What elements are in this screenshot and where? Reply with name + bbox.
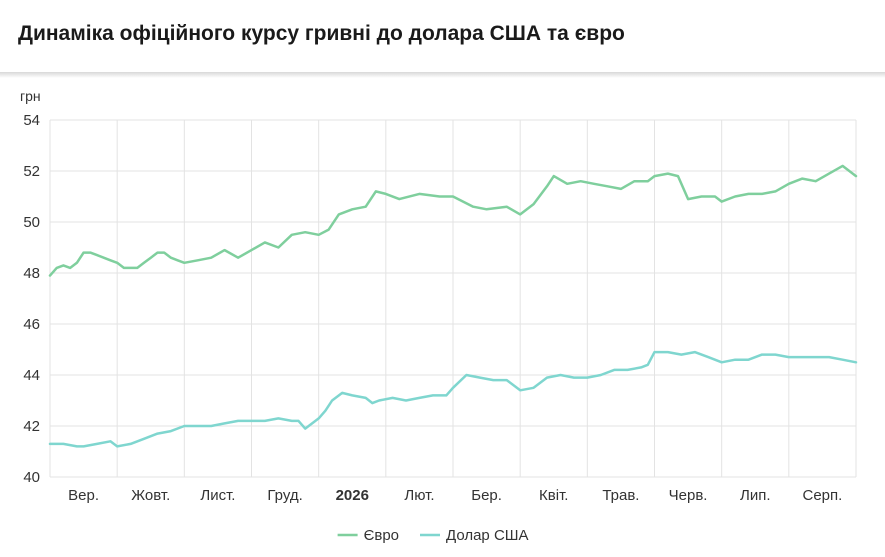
x-tick-label: Трав. — [602, 487, 639, 504]
series-line-usd — [48, 350, 858, 448]
x-tick-label: Черв. — [669, 487, 708, 504]
x-tick-label: Бер. — [471, 487, 502, 504]
legend: Євро Долар США — [337, 527, 529, 544]
legend-label-euro: Євро — [364, 527, 399, 544]
y-tick-label: 50 — [23, 214, 40, 231]
page-header: Динаміка офіційного курсу гривні до дола… — [0, 0, 885, 72]
series-line-euro — [48, 164, 858, 277]
x-tick-label: Жовт. — [131, 487, 170, 504]
y-tick-label: 52 — [23, 163, 40, 180]
legend-item-usd[interactable]: Долар США — [420, 527, 529, 544]
y-tick-label: 42 — [23, 418, 40, 435]
y-axis-unit-label: грн — [20, 88, 41, 104]
legend-item-euro[interactable]: Євро — [337, 527, 399, 544]
legend-label-usd: Долар США — [446, 527, 529, 544]
x-tick-label: Груд. — [267, 487, 302, 504]
x-axis: Вер. Жовт. Лист. Груд. 2026 Лют. Бер. Квіт. Трав… — [68, 487, 842, 504]
x-tick-label: Вер. — [68, 487, 99, 504]
x-tick-label: Лист. — [200, 487, 235, 504]
x-tick-label: Лют. — [404, 487, 434, 504]
y-tick-label: 44 — [23, 367, 40, 384]
y-tick-label: 48 — [23, 265, 40, 282]
x-tick-label: Серп. — [803, 487, 843, 504]
page-title: Динаміка офіційного курсу гривні до дола… — [18, 22, 625, 45]
header-divider — [0, 72, 885, 78]
grid-lines — [49, 119, 857, 478]
y-tick-label: 40 — [23, 469, 40, 486]
x-tick-label: Лип. — [740, 487, 771, 504]
y-axis: 40 42 44 46 48 50 52 54 — [23, 112, 40, 486]
x-tick-label: 2026 — [336, 487, 369, 504]
series-lines — [48, 164, 858, 448]
y-tick-label: 46 — [23, 316, 40, 333]
x-tick-label: Квіт. — [539, 487, 568, 504]
y-tick-label: 54 — [23, 112, 40, 129]
